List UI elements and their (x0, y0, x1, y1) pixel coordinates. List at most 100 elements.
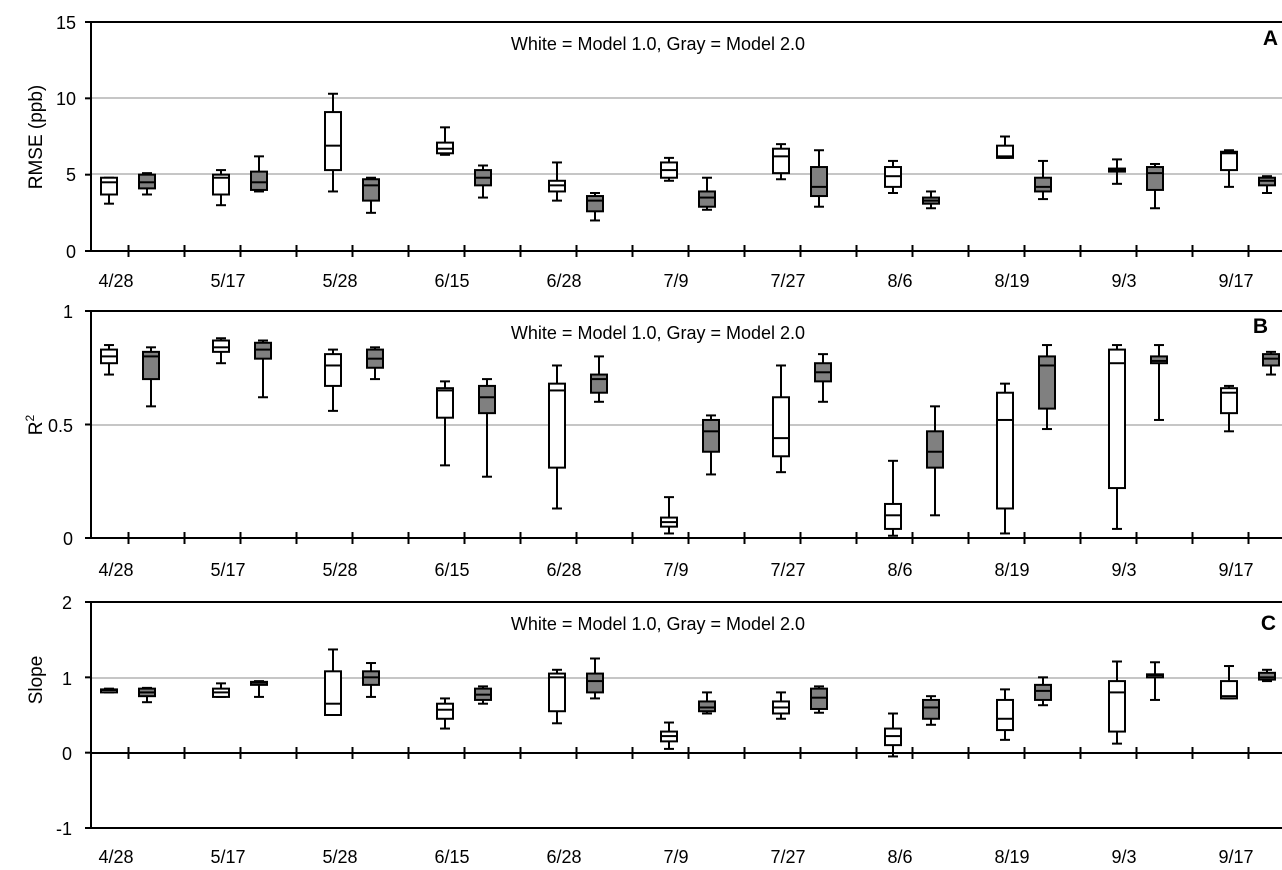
panel-a-annotation: White = Model 1.0, Gray = Model 2.0 (511, 34, 805, 54)
panel-c-y-tick-label: 2 (62, 593, 72, 613)
box-iqr (478, 384, 496, 415)
panel-a-box-model1 (436, 126, 454, 156)
panel-b-x-tick-label: 6/28 (546, 560, 581, 580)
panel-a-box-model2 (922, 190, 940, 210)
panel-b-label: B (1253, 315, 1268, 338)
panel-a-box-model1 (772, 143, 790, 181)
box-iqr (1150, 355, 1168, 365)
panel-b-y-label: R2 (23, 414, 47, 435)
panel-a: White = Model 1.0, Gray = Model 2.0 A RM… (26, 13, 1282, 291)
panel-c-box-model1 (772, 691, 790, 720)
panel-a-x-tick-label: 4/28 (98, 271, 133, 291)
panel-b-box-model2 (142, 346, 160, 408)
box-iqr (324, 353, 342, 387)
panel-b-x-tick-label: 8/19 (994, 560, 1029, 580)
panel-a-x-tick-label: 9/3 (1111, 271, 1136, 291)
box-iqr (996, 698, 1014, 732)
panel-a-box-model2 (810, 149, 828, 208)
panel-a-box-model2 (1258, 175, 1276, 194)
box-iqr (142, 350, 160, 381)
panel-b-box-model2 (1150, 344, 1168, 421)
panel-b-x-tick-label: 6/15 (434, 560, 469, 580)
panel-a-box-model2 (1146, 162, 1164, 210)
panel-c-box-model1 (436, 697, 454, 730)
panel-a-label: A (1263, 27, 1278, 50)
panel-b-box-model1 (772, 364, 790, 474)
panel-c-box-model1 (1108, 660, 1126, 745)
panel-c-box-model1 (884, 712, 902, 758)
panel-a-x-tick-label: 5/17 (210, 271, 245, 291)
box-iqr (1034, 683, 1052, 701)
box-iqr (586, 672, 604, 694)
box-iqr (586, 195, 604, 213)
panel-a-x-tick-label: 6/15 (434, 271, 469, 291)
panel-b-box-model1 (100, 344, 118, 376)
panel-a-box-model2 (250, 155, 268, 193)
panel-a-box-model1 (324, 92, 342, 193)
panel-b-x-tick-label: 4/28 (98, 560, 133, 580)
panel-b-box-model2 (366, 346, 384, 381)
panel-b-box-model2 (1038, 344, 1056, 431)
panel-a-y-tick-label: 5 (66, 165, 76, 185)
panel-c-x-tick-label: 7/9 (663, 847, 688, 867)
panel-c-y-label: Slope (26, 656, 47, 705)
box-iqr (698, 700, 716, 713)
panel-c-label: C (1261, 612, 1276, 635)
panel-c-box-model2 (1258, 668, 1276, 683)
panel-a-box-model1 (100, 176, 118, 205)
box-iqr (250, 170, 268, 191)
panel-a-y-label: RMSE (ppb) (26, 85, 47, 190)
panel-c-x-tick-label: 7/27 (770, 847, 805, 867)
panel-c-box-model1 (996, 688, 1014, 741)
panel-c-box-model1 (100, 687, 118, 694)
panel-b-x-tick-label: 5/17 (210, 560, 245, 580)
panel-a-box-model2 (474, 164, 492, 199)
panel-b-y-tick-label: 0.5 (48, 416, 73, 436)
panel-b-box-model1 (884, 459, 902, 537)
panel-b: White = Model 1.0, Gray = Model 2.0 B R2… (23, 302, 1282, 580)
box-iqr (212, 339, 230, 353)
box-iqr (1146, 166, 1164, 191)
panel-b-y-tick-label: 0 (63, 529, 73, 549)
panel-b-box-model1 (996, 382, 1014, 535)
panel-b-box-model1 (436, 380, 454, 467)
panel-c: White = Model 1.0, Gray = Model 2.0 C Sl… (26, 593, 1282, 867)
box-iqr (362, 178, 380, 202)
box-iqr (996, 391, 1014, 510)
panel-b-x-tick-label: 7/9 (663, 560, 688, 580)
panel-c-box-model2 (698, 691, 716, 715)
box-iqr (922, 698, 940, 720)
box-iqr (436, 702, 454, 720)
panel-c-box-model2 (138, 686, 156, 704)
panel-c-x-tick-label: 8/6 (887, 847, 912, 867)
panel-a-x-tick-label: 5/28 (322, 271, 357, 291)
panel-c-x-tick-label: 6/28 (546, 847, 581, 867)
panel-b-y-label-main: R (26, 421, 47, 435)
panel-a-y-tick-label: 0 (66, 242, 76, 262)
panel-a-x-tick-label: 6/28 (546, 271, 581, 291)
panel-c-y-tick-label: -1 (56, 819, 72, 839)
panel-c-box-model2 (362, 662, 380, 698)
panel-a-x-tick-label: 9/17 (1218, 271, 1253, 291)
panel-c-x-tick-label: 8/19 (994, 847, 1029, 867)
panel-c-x-tick-label: 9/17 (1218, 847, 1253, 867)
panel-c-box-model2 (250, 680, 268, 698)
panel-a-box-model1 (996, 135, 1014, 159)
panel-c-box-model2 (922, 695, 940, 726)
box-iqr (1108, 348, 1126, 490)
box-iqr (1038, 355, 1056, 410)
panel-c-box-model1 (324, 648, 342, 716)
panel-c-box-model2 (1146, 661, 1164, 701)
panel-b-box-model2 (814, 353, 832, 403)
panel-b-x-tick-label: 5/28 (322, 560, 357, 580)
box-iqr (254, 341, 272, 360)
panel-b-box-model1 (1108, 344, 1126, 530)
panel-a-x-tick-label: 8/6 (887, 271, 912, 291)
panel-b-box-model2 (478, 378, 496, 478)
panel-c-y-tick-label: 1 (62, 669, 72, 689)
box-iqr (996, 144, 1014, 159)
box-iqr (1220, 680, 1238, 700)
box-iqr (1220, 387, 1238, 415)
panel-a-box-model2 (362, 176, 380, 214)
box-iqr (324, 111, 342, 172)
